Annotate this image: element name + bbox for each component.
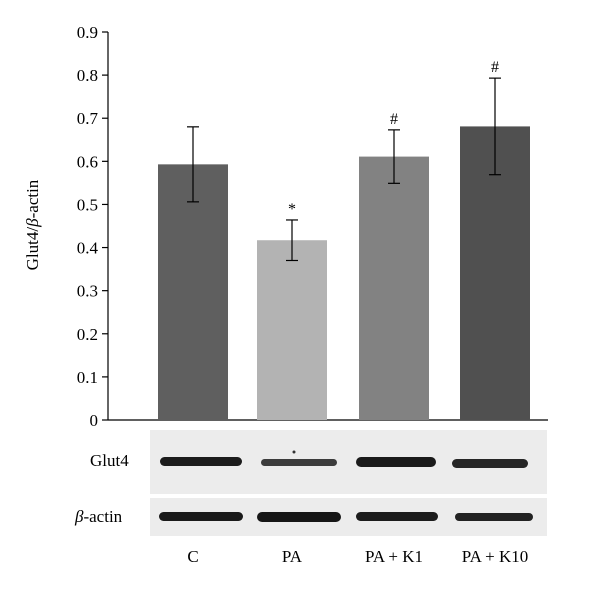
y-tick-label: 0.5 [77, 195, 98, 214]
blot-label-beta-symbol: β [74, 507, 84, 526]
bar [460, 126, 530, 420]
y-axis-title-symbol: β [23, 218, 42, 228]
blot-band-actin-pa-k10 [455, 513, 533, 521]
significance-marker: # [491, 59, 499, 76]
y-axis-title: Glut4/β-actin [23, 179, 42, 270]
blot-band-glut4-pa [261, 459, 337, 466]
category-label: PA + K10 [462, 547, 529, 566]
category-label: PA [282, 547, 303, 566]
blot-band-actin-pa [257, 512, 341, 522]
y-tick-label: 0.7 [77, 109, 99, 128]
blot-label-glut4: Glut4 [90, 451, 129, 470]
error-bars [187, 77, 501, 262]
blot-band-actin-c [159, 512, 243, 521]
bar [158, 164, 228, 420]
y-tick-label: 0.4 [77, 239, 99, 258]
significance-markers: * # # [288, 59, 499, 218]
bar [257, 240, 327, 420]
y-tick-label: 0 [90, 411, 99, 430]
category-label: C [187, 547, 198, 566]
y-axis-title-prefix: Glut4/ [23, 227, 42, 271]
blot-band-glut4-pa-k1 [356, 457, 436, 467]
significance-marker: # [390, 111, 398, 128]
category-label: PA + K1 [365, 547, 423, 566]
y-tick-label: 0.9 [77, 23, 98, 42]
blot-label-beta-actin: β-actin [74, 507, 123, 526]
y-tick-label: 0.2 [77, 325, 98, 344]
y-ticks: 0 0.1 0.2 0.3 0.4 0.5 0.6 0.7 0.8 0.9 [77, 23, 108, 430]
significance-marker: * [288, 201, 296, 218]
y-tick-label: 0.6 [77, 152, 98, 171]
blot-band-glut4-c [160, 457, 242, 466]
y-tick-label: 0.1 [77, 368, 98, 387]
y-tick-label: 0.3 [77, 282, 98, 301]
blot-speck [292, 450, 296, 454]
category-labels: C PA PA + K1 PA + K10 [187, 547, 528, 566]
y-tick-label: 0.8 [77, 66, 98, 85]
blot-band-glut4-pa-k10 [452, 459, 528, 468]
bar [359, 156, 429, 420]
western-blot: Glut4 β-actin [74, 430, 547, 536]
bars [158, 126, 530, 420]
blot-band-actin-pa-k1 [356, 512, 438, 521]
y-axis-title-suffix: -actin [23, 179, 42, 218]
blot-label-actin-text: -actin [83, 507, 122, 526]
